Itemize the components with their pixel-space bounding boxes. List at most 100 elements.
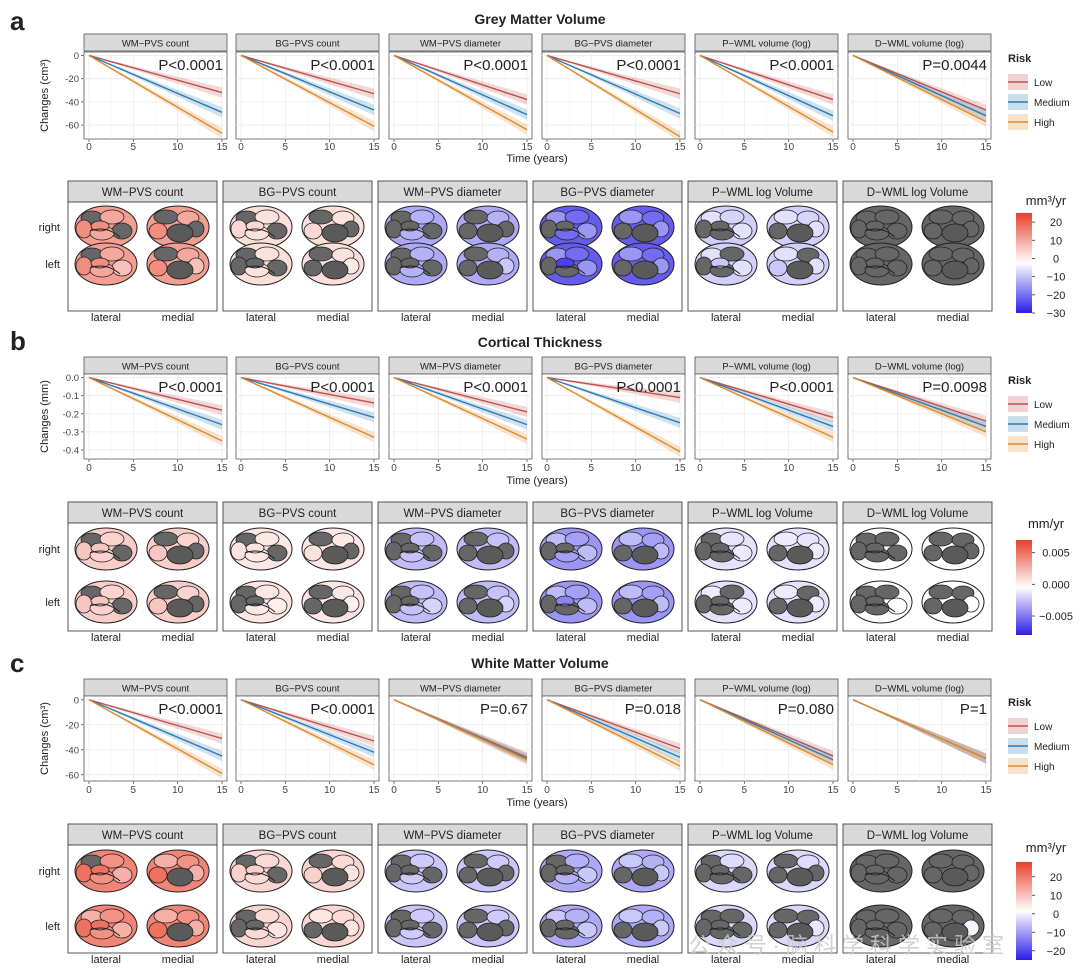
cortical-parcel [768,597,788,615]
brain-medial [146,242,210,286]
x-tick-label: 15 [368,785,380,796]
cortical-parcel [230,918,248,938]
trend-line-low [699,376,834,419]
brain-medial [611,580,675,624]
x-tick-label: 15 [368,463,380,474]
cortical-parcel [99,531,125,547]
trend-line-high [699,699,834,766]
brain-facet-b-3: WM−PVS diameter lateral medial [377,501,528,644]
medial-wall [786,598,814,618]
trend-line-high [240,376,375,438]
brain-lateral [384,527,448,571]
view-label-medial: medial [782,632,814,644]
brain-medial [146,527,210,571]
trend-line-high [393,54,528,131]
p-value-label: P<0.0001 [158,379,223,396]
brain-lateral [74,242,138,286]
trend-line-medium [852,376,987,428]
brain-facet-c-3: WM−PVS diameter lateral medial [377,823,528,966]
cortical-parcel [254,246,280,262]
cortical-parcel [90,542,110,554]
cortical-parcel [111,921,133,939]
facet-c-3: WM−PVS diameter 0 5 10 15 P=0.67 [388,678,533,796]
brain-lateral [849,205,913,249]
ci-ribbon-high [700,55,833,138]
cortical-parcel [564,246,590,262]
brain-lateral [539,849,603,893]
cortical-parcel [850,256,868,276]
colorbar [1016,862,1032,960]
brain-medial [921,242,985,286]
sylvian-fissure [709,228,741,238]
sylvian-fissure [864,265,896,275]
sylvian-fissure [554,550,586,560]
cortical-parcel [303,259,323,277]
ci-ribbon-medium [700,377,833,432]
sylvian-fissure [399,603,431,613]
brain-medial [301,205,365,249]
brain-medial [921,205,985,249]
risk-legend: Risk Low Medium High [1008,697,1070,774]
trend-line-low [393,376,528,413]
ci-ribbon-high [241,377,374,443]
cortical-parcel [773,853,799,869]
brain-strip-label: D−WML log Volume [867,830,969,842]
ci-ribbon-low [853,699,986,764]
brain-facet-a-4: BG−PVS diameter lateral medial [532,180,683,324]
cortical-parcel [613,259,633,277]
legend-label: Low [1034,722,1053,733]
x-tick-label: 15 [980,142,992,153]
x-tick-label: 10 [630,142,642,153]
x-tick-label: 5 [895,785,901,796]
cortical-parcel [303,866,323,884]
cortical-parcel [540,256,558,276]
view-label-lateral: lateral [401,632,431,644]
brain-facet-a-1: WM−PVS count lateral medial [67,180,218,324]
x-tick-label: 5 [436,463,442,474]
cortical-parcel [111,222,133,240]
cortical-parcel [731,222,753,240]
cortical-parcel [245,220,265,232]
facet-strip-label: WM−PVS count [122,39,190,50]
colorbar-tick-label: 0 [1053,253,1059,265]
medial-wall [166,598,194,618]
trend-line-high [240,699,375,766]
cortical-parcel [90,864,110,876]
brain-lateral [74,580,138,624]
brain-lateral [539,527,603,571]
cortical-parcel [409,209,435,225]
view-label-medial: medial [937,954,969,966]
view-label-lateral: lateral [556,632,586,644]
legend-title: Risk [1008,697,1032,709]
facet-a-5: P−WML volume (log) 0 5 10 15 P<0.0001 [694,33,839,153]
x-tick-label: 0 [850,142,856,153]
cortical-parcel [719,531,745,547]
row-label-right: right [39,866,60,878]
cortical-parcel [773,908,799,924]
legend-label: High [1034,118,1055,129]
x-tick-label: 15 [980,463,992,474]
cortical-parcel [719,209,745,225]
brain-medial [301,242,365,286]
cortical-parcel [385,541,403,561]
p-value-label: P<0.0001 [616,57,681,74]
brain-facet-b-2: BG−PVS count lateral medial [222,501,373,644]
legend-label: Medium [1034,742,1070,753]
ci-ribbon-low [394,699,527,763]
brain-lateral [74,904,138,948]
cortical-parcel [928,209,954,225]
trend-line-medium [852,54,987,117]
sylvian-fissure [244,265,276,275]
medial-wall [321,598,349,618]
cortical-parcel [618,531,644,547]
brain-medial [611,849,675,893]
view-label-medial: medial [317,632,349,644]
x-tick-label: 10 [783,785,795,796]
colorbar-tick-label: −20 [1047,946,1066,958]
cortical-parcel [874,584,900,600]
brain-medial [766,205,830,249]
medial-wall [321,223,349,243]
cortical-parcel [865,595,885,607]
y-tick-label: -0.2 [63,409,79,420]
x-tick-label: 15 [674,463,686,474]
